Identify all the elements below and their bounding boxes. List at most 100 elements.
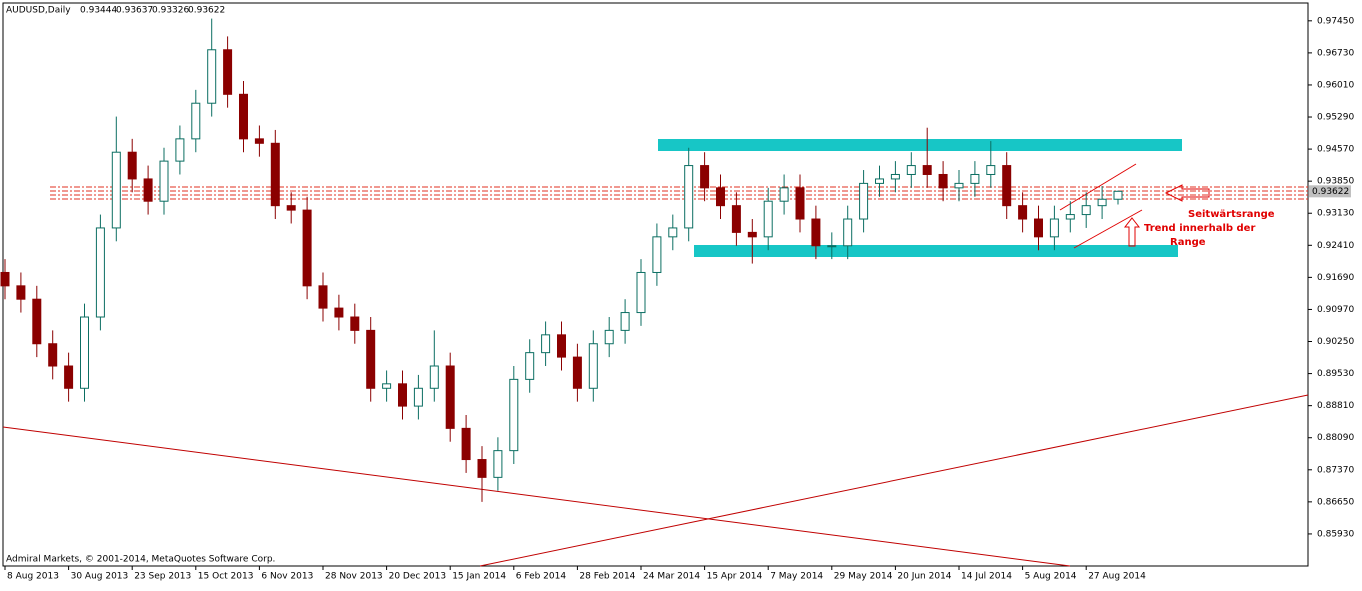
y-tick-label: 0.86650 [1317,497,1354,507]
candle-body [1081,205,1091,216]
y-tick-label: 0.93850 [1317,177,1354,187]
candle-body [111,151,121,229]
candle-body [254,138,264,144]
candle-body [286,205,296,211]
y-tick-label: 0.95290 [1317,113,1354,123]
y-tick-label: 0.88090 [1317,433,1354,443]
candle-body [239,93,248,140]
resistance-zone [658,139,1182,151]
x-tick-label: 15 Oct 2013 [198,572,254,582]
y-tick-label: 0.96730 [1317,48,1354,58]
y-tick-label: 0.93130 [1317,209,1354,219]
price-label: 0.93622 [1312,187,1349,197]
chart-title: AUDUSD,Daily [6,6,71,16]
candle-body [1113,190,1123,200]
candle-body [461,427,471,461]
decorations [2,139,1309,567]
candle-body [1034,218,1043,238]
x-tick-label: 5 Aug 2014 [1025,572,1077,582]
candle-body [48,343,58,367]
y-tick-label: 0.96010 [1317,80,1354,90]
y-tick-label: 0.92410 [1317,241,1354,251]
candle-body [1018,205,1028,220]
annotation: Trend innerhalb der [1144,223,1255,234]
header-low: 0.93326 [152,6,189,16]
candle-body [604,329,614,345]
candle-body [429,365,439,389]
candle-body [763,200,773,238]
x-tick-label: 6 Nov 2013 [261,572,313,582]
y-tick-label: 0.90250 [1317,337,1354,347]
candle-body [32,298,42,345]
x-tick-label: 15 Jan 2014 [452,572,506,582]
candle-body [80,316,89,389]
candle-body [668,227,678,238]
candle-body [890,173,900,180]
x-tick-label: 6 Feb 2014 [516,572,567,582]
candle-body [954,182,964,189]
candle-body [207,49,217,104]
candle-body [477,459,487,478]
candle-body [652,236,662,273]
candle-body [445,365,455,429]
y-tick-label: 0.85930 [1317,529,1354,539]
header-high: 0.93637 [116,6,153,16]
y-tick-label: 0.97450 [1317,16,1354,26]
y-tick-label: 0.88810 [1317,401,1354,411]
annotation: Seitwärtsrange [1188,209,1275,220]
candle-body [747,231,757,238]
candle-body [700,165,710,189]
candle-body [191,102,201,140]
candle-body [843,218,853,247]
candle-body [906,165,916,175]
candle-body [159,160,169,202]
candle-body [716,187,725,207]
candle-body [143,178,153,202]
candle-body [413,387,423,407]
credit: Admiral Markets, © 2001-2014, MetaQuotes… [6,555,275,565]
candle-body [127,151,137,180]
channel-line [1073,209,1143,249]
candle-body [223,49,233,95]
y-tick-label: 0.90970 [1317,305,1354,315]
x-tick-label: 28 Feb 2014 [579,572,635,582]
candle-body [270,142,280,207]
x-tick-label: 28 Nov 2013 [325,572,383,582]
header-close: 0.93622 [188,6,225,16]
x-tick-label: 27 Aug 2014 [1088,572,1146,582]
candle-body [334,307,344,318]
candle-body [938,173,948,189]
candle-body [970,173,980,184]
y-tick-label: 0.94570 [1317,145,1354,155]
arrow-left [1164,184,1210,202]
candle-body [509,378,519,452]
candle-body [175,138,185,162]
y-tick-label: 0.87370 [1317,465,1354,475]
candle-body [827,245,837,248]
y-tick-label: 0.91690 [1317,273,1354,283]
candle-body [95,227,105,318]
candle-body [382,383,392,389]
candle-body [588,343,598,389]
candle-body [779,187,789,202]
candle-body [859,182,869,220]
x-tick-label: 7 May 2014 [770,572,823,582]
candle-body [318,285,328,309]
candle-body [1002,165,1012,207]
candle-body [493,450,503,478]
arrow-up [1123,217,1141,247]
candle-body [811,218,821,247]
candle-body [302,209,312,287]
channel-line [1059,163,1137,211]
candle-body [525,352,535,380]
candle-body [684,165,694,229]
candle-body [0,271,10,287]
support-zone [694,245,1178,257]
candle-body [731,205,741,233]
trend-line [2,426,1071,567]
candle-body [572,356,582,389]
candle-body [620,312,630,331]
x-tick-label: 30 Aug 2013 [71,572,129,582]
candle-body [16,285,26,300]
